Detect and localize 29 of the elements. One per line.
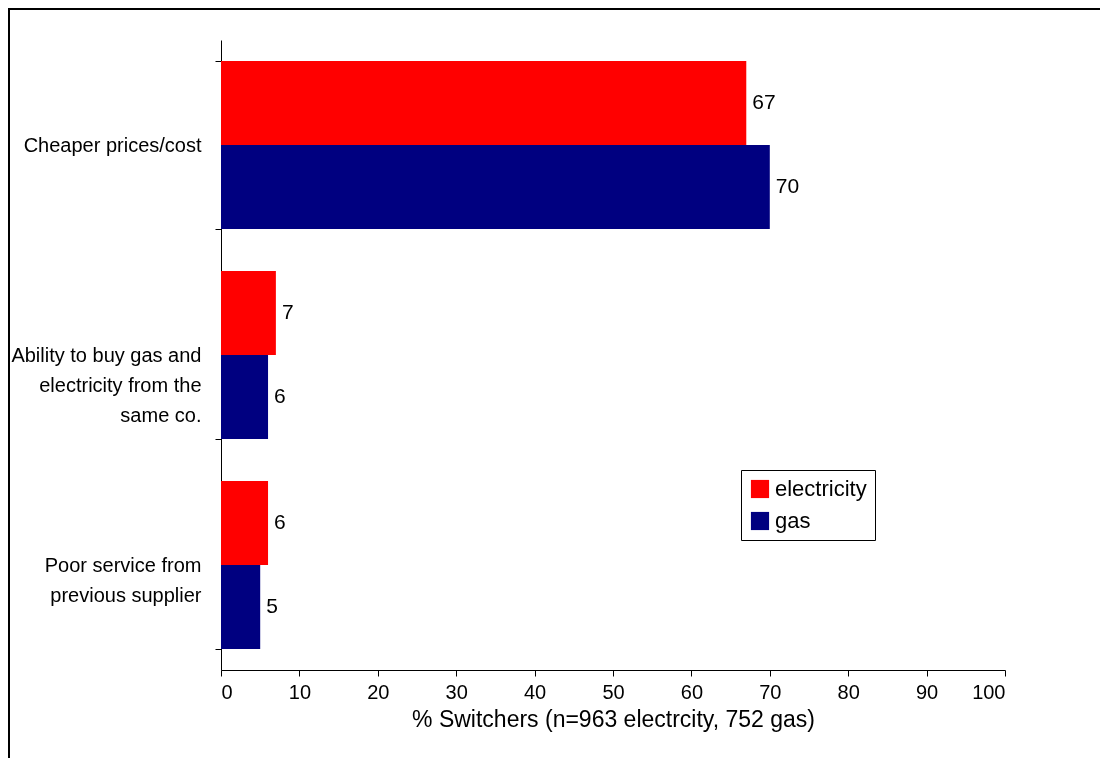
x-tick-label: 30 [445, 680, 468, 703]
x-tick-label: 60 [680, 680, 704, 703]
bar [221, 271, 276, 355]
x-tick-label: 40 [523, 680, 547, 703]
legend-label: gas [775, 508, 811, 533]
data-label: 6 [274, 510, 286, 533]
x-tick-label: 0 [221, 680, 233, 703]
x-tick-label: 10 [288, 680, 312, 703]
bar [221, 481, 269, 565]
x-tick-label: 90 [915, 680, 939, 703]
bar [221, 145, 770, 229]
data-label: 5 [266, 594, 278, 617]
x-tick-label: 20 [367, 680, 390, 703]
y-tick-label: Poor service from previous supplier [44, 553, 202, 606]
data-label: 6 [274, 384, 286, 407]
bar [221, 565, 261, 649]
x-tick-label: 50 [602, 680, 625, 703]
x-tick-label: 70 [759, 680, 782, 703]
x-axis-title: % Switchers (n=963 electrcity, 752 gas) [412, 705, 815, 732]
bar [221, 61, 747, 145]
data-label: 70 [775, 174, 800, 197]
y-tick-label: Ability to buy gas and electricity from the same co. [11, 343, 202, 426]
legend-label: electricity [775, 476, 867, 501]
bar [221, 355, 269, 439]
y-tick-label: Cheaper prices/cost [23, 133, 202, 156]
data-label: 7 [281, 300, 294, 323]
x-tick-label: 100 [972, 680, 1006, 703]
data-label: 67 [752, 90, 776, 113]
x-tick-label: 80 [837, 680, 860, 703]
